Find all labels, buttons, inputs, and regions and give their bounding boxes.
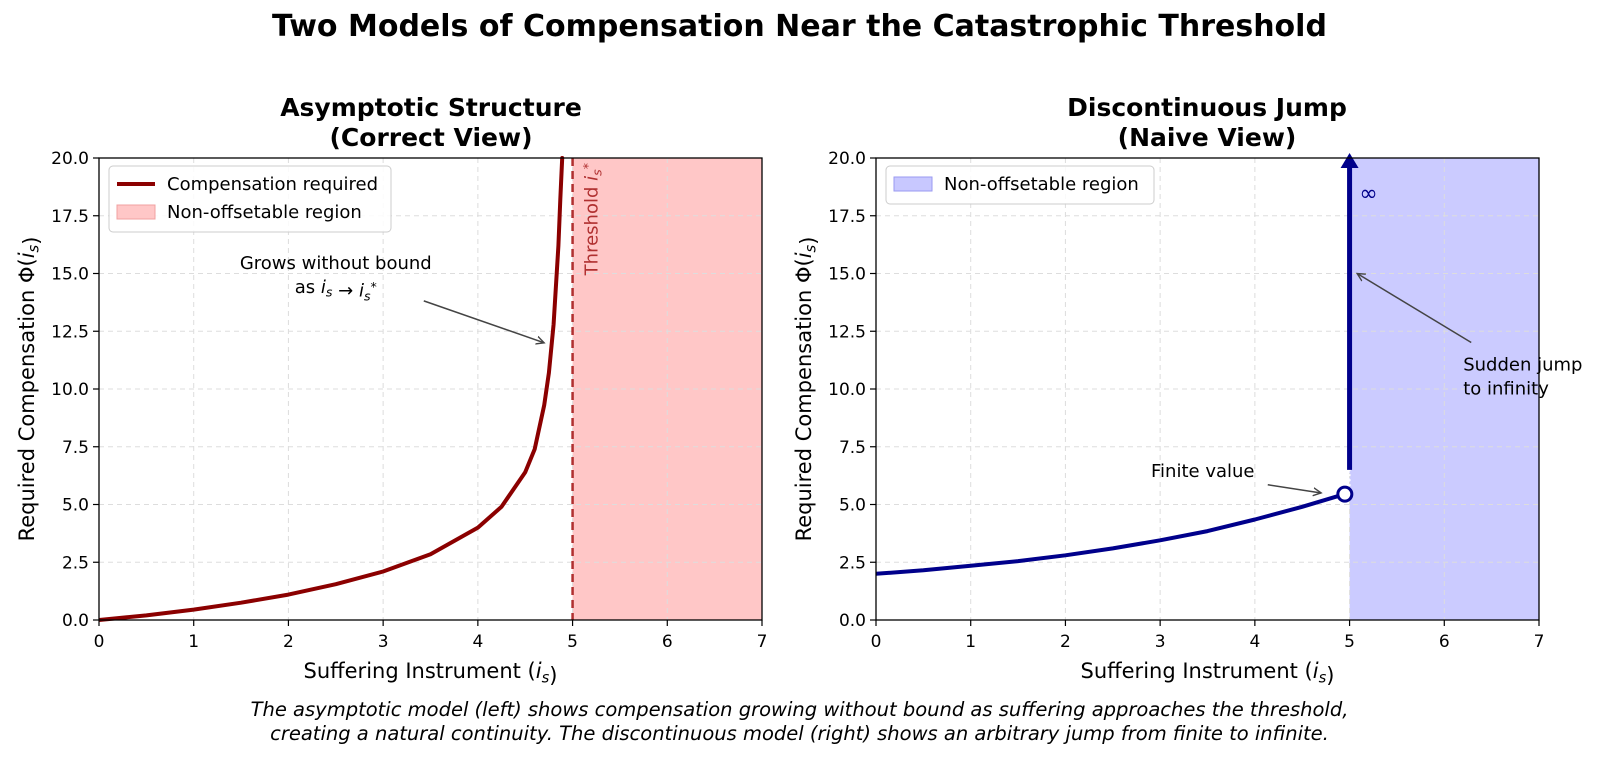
figure-title: Two Models of Compensation Near the Cata…: [272, 9, 1327, 44]
y-tick-label: 2.5: [839, 553, 866, 573]
annotation-text: Sudden jump: [1463, 355, 1582, 376]
y-tick-label: 15.0: [828, 265, 866, 285]
annotation-arrow: [423, 300, 544, 343]
y-tick-label: 20.0: [51, 149, 89, 169]
data-layer: [876, 492, 1347, 576]
y-axis-label: Required Compensation Φ(is): [15, 237, 43, 542]
annotation-text: as is → is*: [295, 277, 377, 304]
threshold-label: Threshold is*: [580, 163, 604, 276]
caption-line1: The asymptotic model (left) shows compen…: [250, 698, 1349, 721]
x-tick-label: 7: [757, 632, 768, 652]
legend-swatch-patch: [116, 204, 156, 220]
y-tick-label: 20.0: [828, 149, 866, 169]
x-tick-label: 2: [1060, 632, 1071, 652]
y-tick-label: 10.0: [51, 380, 89, 400]
legend-label: Non-offsetable region: [944, 174, 1139, 195]
x-tick-label: 5: [1344, 632, 1355, 652]
y-tick-label: 2.5: [62, 553, 89, 573]
panel-right-discontinuous: Discontinuous Jump (Naive View) ∞ Finite …: [792, 93, 1582, 687]
legend-label: Non-offsetable region: [167, 202, 362, 223]
annotation-arrow: [1357, 274, 1472, 344]
y-tick-label: 0.0: [62, 611, 89, 631]
y-tick-label: 10.0: [828, 380, 866, 400]
legend-box: [108, 165, 392, 233]
x-axis-label: Suffering Instrument (is): [304, 659, 558, 687]
x-tick-label: 0: [94, 632, 105, 652]
x-tick-label: 4: [472, 632, 483, 652]
y-tick-label: 12.5: [51, 322, 89, 342]
legend-label: Compensation required: [167, 174, 378, 195]
left-plot-area: Threshold is* Grows without bound as is → …: [15, 149, 767, 687]
y-axis-label: Required Compensation Φ(is): [792, 237, 820, 542]
caption: The asymptotic model (left) shows compen…: [0, 698, 1599, 746]
x-axis-label: Suffering Instrument (is): [1081, 659, 1335, 687]
x-tick-label: 5: [567, 632, 578, 652]
legend: Compensation required Non-offsetable regi…: [108, 165, 392, 233]
y-tick-label: 5.0: [839, 496, 866, 516]
left-title-line1: Asymptotic Structure: [280, 93, 582, 122]
x-tick-label: 7: [1534, 632, 1545, 652]
caption-line2: creating a natural continuity. The disco…: [270, 722, 1329, 745]
series-line: [99, 156, 565, 622]
y-tick-label: 0.0: [839, 611, 866, 631]
x-tick-label: 0: [871, 632, 882, 652]
right-title-line1: Discontinuous Jump: [1067, 93, 1347, 122]
annotation-text: Grows without bound: [240, 253, 432, 274]
annotation-text: Finite value: [1151, 461, 1254, 482]
x-tick-label: 1: [188, 632, 199, 652]
annotation-arrow: [1267, 484, 1321, 493]
y-tick-label: 5.0: [62, 496, 89, 516]
data-layer: [99, 156, 565, 622]
x-tick-label: 4: [1249, 632, 1260, 652]
y-tick-label: 17.5: [51, 207, 89, 227]
panel-left-asymptotic: Asymptotic Structure (Correct View) Thre…: [15, 93, 767, 687]
legend: Non-offsetable region: [885, 165, 1155, 205]
y-tick-label: 15.0: [51, 265, 89, 285]
x-tick-label: 2: [283, 632, 294, 652]
y-tick-label: 7.5: [839, 438, 866, 458]
legend-box: [885, 165, 1155, 205]
y-tick-label: 17.5: [828, 207, 866, 227]
infinity-label: ∞: [1359, 182, 1377, 207]
x-tick-label: 3: [378, 632, 389, 652]
x-tick-label: 6: [662, 632, 673, 652]
open-endpoint: [1336, 485, 1354, 503]
annotation-text: to infinity: [1463, 379, 1549, 400]
y-tick-label: 12.5: [828, 322, 866, 342]
x-tick-label: 3: [1155, 632, 1166, 652]
x-tick-label: 6: [1439, 632, 1450, 652]
right-title-line2: (Naive View): [1118, 123, 1297, 152]
left-title-line2: (Correct View): [330, 123, 533, 152]
legend-swatch-patch: [893, 176, 933, 192]
right-plot-area: ∞ Finite value Sudden jump to infinity 0 1 2 3 4…: [792, 149, 1582, 687]
y-tick-label: 7.5: [62, 438, 89, 458]
jump-arrow-head: [1340, 153, 1359, 168]
x-tick-label: 1: [965, 632, 976, 652]
series-line: [876, 492, 1347, 576]
